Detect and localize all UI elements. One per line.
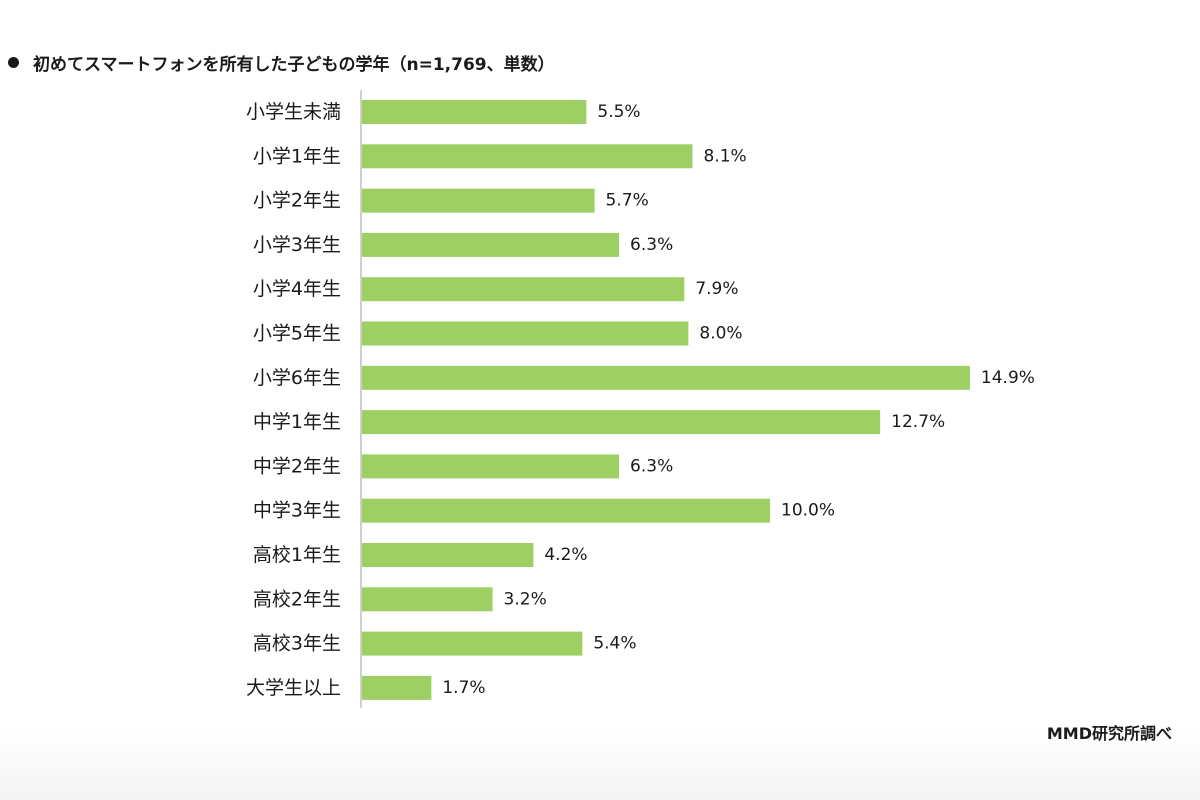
bar: [362, 454, 620, 479]
bar: [362, 675, 432, 700]
bar-chart: 小学生未満 5.5% 小学1年生 8.1% 小学2年生 5.7% 小学3年生 6.3% 小学4年…: [246, 90, 1035, 708]
bar: [362, 543, 534, 567]
bar: [362, 144, 693, 169]
category-label: 高校2年生: [253, 588, 341, 610]
value-label: 12.7%: [891, 412, 945, 432]
value-label: 3.2%: [504, 589, 547, 609]
bar: [362, 321, 689, 346]
category-label: 大学生以上: [246, 677, 341, 699]
category-label: 小学3年生: [253, 234, 341, 256]
bar: [362, 232, 620, 257]
value-label: 6.3%: [630, 235, 673, 255]
category-label: 高校3年生: [253, 633, 341, 655]
category-label: 小学6年生: [253, 367, 341, 389]
category-label: 小学1年生: [253, 145, 341, 167]
value-label: 7.9%: [695, 279, 738, 299]
value-label: 5.7%: [606, 191, 649, 211]
bottom-fade: [0, 728, 1200, 800]
category-label: 中学2年生: [253, 455, 341, 477]
value-label: 5.4%: [593, 634, 636, 654]
source-note: MMD研究所調べ: [1046, 724, 1172, 743]
category-label: 小学生未満: [246, 101, 341, 123]
category-label: 小学4年生: [253, 278, 341, 300]
value-label: 1.7%: [442, 678, 485, 698]
bar: [362, 188, 595, 213]
bar: [362, 277, 685, 302]
value-label: 4.2%: [544, 545, 587, 565]
category-label: 小学5年生: [253, 323, 341, 345]
bar: [362, 587, 493, 612]
bar: [362, 100, 587, 124]
value-label: 5.5%: [597, 102, 640, 122]
bar: [362, 410, 881, 435]
category-label: 高校1年生: [253, 544, 341, 566]
bar: [362, 498, 770, 523]
value-label: 10.0%: [781, 501, 835, 521]
category-label: 小学2年生: [253, 190, 341, 212]
bar: [362, 365, 970, 390]
bullet-icon: [8, 57, 19, 68]
value-label: 8.1%: [703, 146, 746, 166]
value-label: 8.0%: [699, 324, 742, 344]
chart-title-row: 初めてスマートフォンを所有した子どもの学年（n=1,769、単数）: [8, 50, 555, 75]
category-label: 中学3年生: [253, 500, 341, 522]
chart-title: 初めてスマートフォンを所有した子どもの学年（n=1,769、単数）: [33, 55, 555, 75]
value-label: 14.9%: [981, 368, 1035, 388]
value-label: 6.3%: [630, 456, 673, 476]
bar: [362, 631, 583, 656]
category-label: 中学1年生: [253, 411, 341, 433]
